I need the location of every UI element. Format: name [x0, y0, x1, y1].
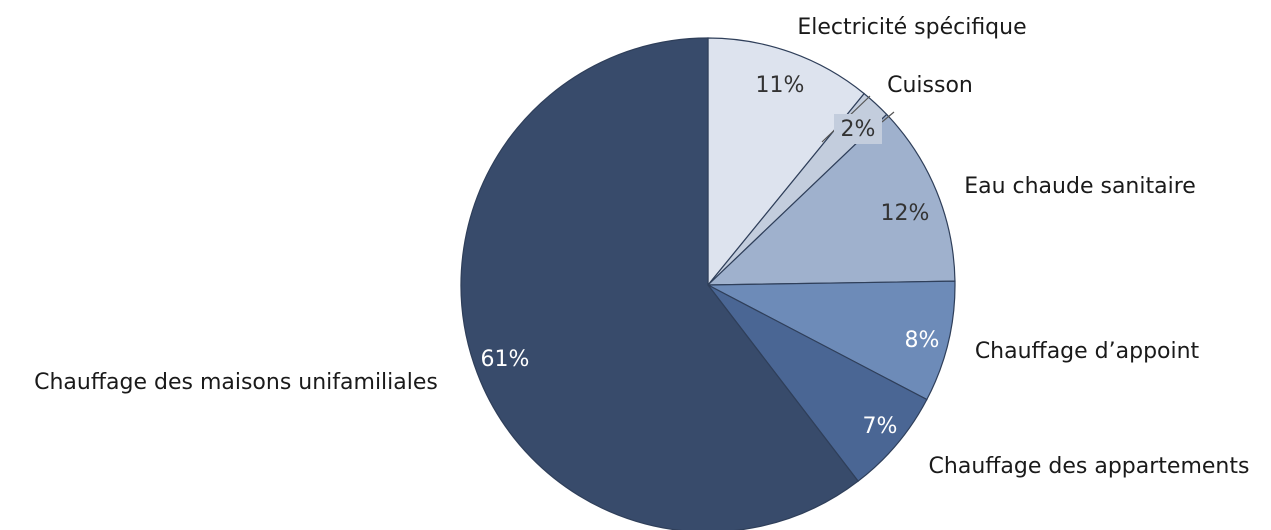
pie-slice-electricite-specifique — [707, 37, 865, 287]
value-label-background-cuisson — [834, 114, 882, 144]
value-labels: 11% 2% 12% 8% 7% 61% — [481, 73, 940, 439]
category-label-cuisson: Cuisson — [887, 73, 973, 98]
value-label-electricite-specifique: 11% — [756, 73, 805, 98]
category-labels: Electricité spécifique Cuisson Eau chaud… — [34, 15, 1249, 479]
value-label-eau-chaude-sanitaire: 12% — [881, 201, 930, 226]
pie-slice-chauffage-maisons — [460, 37, 859, 530]
pie-slice-chauffage-appoint — [707, 280, 956, 401]
category-label-chauffage-maisons: Chauffage des maisons unifamiliales — [34, 370, 438, 395]
category-label-electricite-specifique: Electricité spécifique — [797, 15, 1026, 40]
value-label-cuisson: 2% — [841, 117, 876, 142]
category-label-chauffage-appartements: Chauffage des appartements — [929, 454, 1250, 479]
category-label-chauffage-appoint: Chauffage d’appoint — [975, 339, 1200, 364]
category-label-eau-chaude-sanitaire: Eau chaude sanitaire — [964, 174, 1196, 199]
value-label-chauffage-maisons: 61% — [481, 347, 530, 372]
value-label-chauffage-appoint: 8% — [905, 328, 940, 353]
pie-slice-eau-chaude-sanitaire — [706, 113, 956, 286]
pie-slices — [460, 37, 956, 530]
pie-slice-chauffage-appartements — [707, 284, 928, 482]
leader-line-cuisson-1 — [881, 111, 895, 123]
value-label-chauffage-appartements: 7% — [863, 414, 898, 439]
